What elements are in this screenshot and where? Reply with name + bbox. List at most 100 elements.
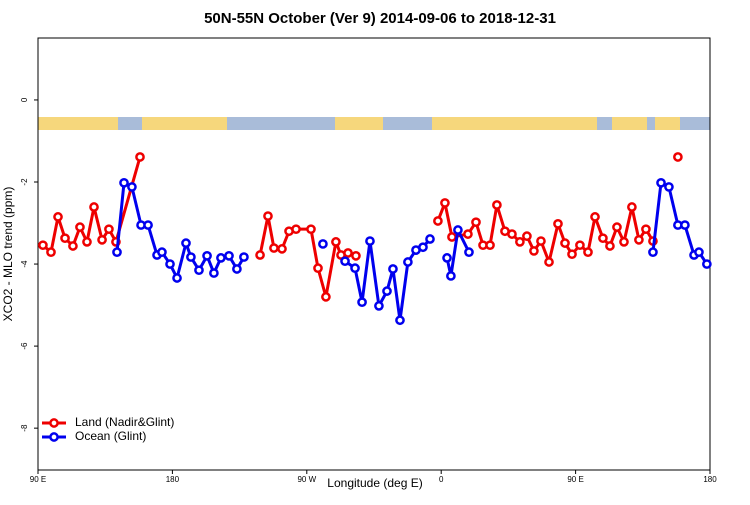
data-point [127,182,137,192]
data-point [680,220,690,230]
data-point [232,264,242,274]
data-point [627,202,637,212]
series-line [115,181,709,322]
data-point [463,229,473,239]
data-point [239,252,249,262]
data-point [202,250,212,261]
data-point [269,243,279,253]
data-point [135,152,145,162]
data-point [418,242,428,253]
data-point [648,247,658,258]
data-point [583,247,593,258]
x-tick-label: 180 [166,475,180,484]
data-point [634,234,644,245]
data-point [446,271,456,281]
data-point [515,237,525,247]
data-point [97,234,107,245]
data-point [575,240,585,251]
data-point [471,217,481,228]
data-point [194,265,204,276]
data-point [68,241,78,251]
data-point [673,152,683,162]
y-tick-label: -8 [20,424,29,432]
data-point [350,263,360,274]
data-point [277,244,287,254]
data-point [447,232,457,242]
legend-label: Ocean (Glint) [75,429,146,443]
data-point [165,259,175,269]
x-tick-label: 90 W [297,475,316,484]
y-tick-label: -2 [20,178,29,186]
data-point [619,237,629,247]
data-point [485,240,495,251]
data-point [321,292,331,302]
data-point [365,236,375,246]
data-point [306,224,316,235]
data-point [53,212,63,222]
data-point [82,237,92,247]
data-point [522,231,532,242]
data-point [104,224,114,235]
x-tick-label: 90 E [567,475,583,484]
chart-title: 50N-55N October (Ver 9) 2014-09-06 to 20… [204,10,556,27]
data-point [351,250,361,261]
data-point [374,301,384,311]
data-point [181,238,191,248]
data-point [255,250,265,260]
x-axis-label: Longitude (deg E) [327,476,422,490]
x-tick-label: 180 [703,475,717,484]
data-point [656,177,666,188]
data-point [331,237,341,247]
data-point [38,240,48,251]
x-tick-label: 0 [439,475,444,484]
data-point [172,273,182,283]
data-point [382,286,392,296]
data-point [425,234,435,244]
data-point [702,259,712,269]
plot-frame [37,37,711,471]
data-point [529,246,539,256]
data-point [119,177,129,188]
data-point [291,224,301,235]
data-point [216,253,226,263]
data-point [544,257,554,267]
data-point [492,200,502,210]
data-point [60,233,70,244]
legend-label: Land (Nadir&Glint) [75,415,174,429]
y-tick-label: -4 [20,260,29,268]
data-point [612,222,622,232]
data-point [442,253,452,263]
data-point [440,198,450,208]
data-point [89,202,99,212]
data-point [343,248,353,258]
data-point [157,247,167,258]
land-ocean-strip [38,117,710,130]
data-point [536,236,546,246]
data-point [553,218,563,229]
data-point [340,256,350,267]
data-point [605,241,615,251]
data-point [224,250,234,261]
data-point [263,211,273,221]
data-point [112,247,122,258]
legend-marker [49,418,59,428]
data-point [664,182,674,192]
y-tick-label: 0 [20,97,29,102]
data-point [567,249,577,260]
y-axis-label: XCO2 - MLO trend (ppm) [1,187,15,322]
data-point [46,247,56,258]
data-point [590,212,600,222]
data-point [395,315,405,326]
data-point [75,222,85,232]
data-point [453,225,463,235]
data-point [403,257,413,267]
x-tick-label: 90 E [30,475,46,484]
data-point [388,264,398,274]
data-point [433,216,443,226]
legend-marker [49,432,59,442]
data-point [357,297,367,308]
data-point [464,247,474,258]
data-point [507,229,517,239]
